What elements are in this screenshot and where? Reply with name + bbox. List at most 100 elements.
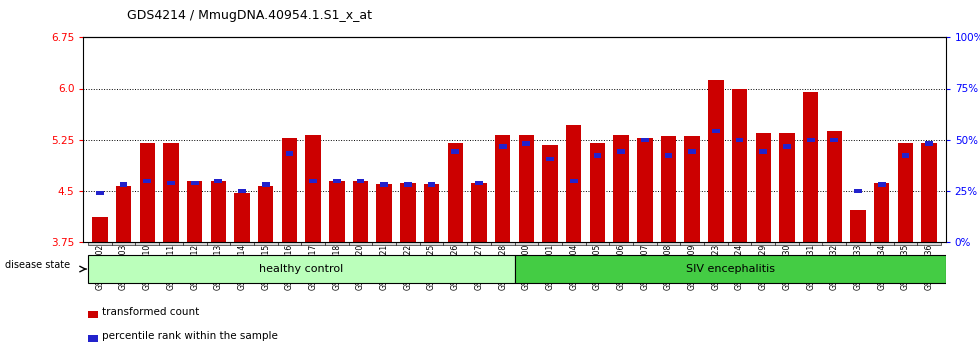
Text: disease state: disease state <box>5 261 70 270</box>
Bar <box>96 191 104 195</box>
Bar <box>680 242 704 245</box>
Bar <box>116 186 131 242</box>
Bar <box>878 182 886 187</box>
Bar <box>380 182 388 187</box>
Bar <box>281 138 297 242</box>
Text: GDS4214 / MmugDNA.40954.1.S1_x_at: GDS4214 / MmugDNA.40954.1.S1_x_at <box>127 9 372 22</box>
Bar <box>684 136 700 242</box>
Bar <box>783 144 791 149</box>
Bar <box>238 189 246 193</box>
Bar <box>353 181 368 242</box>
Bar <box>728 242 752 245</box>
Bar <box>262 182 270 187</box>
Bar <box>234 193 250 242</box>
Bar <box>538 242 562 245</box>
Bar <box>495 135 511 242</box>
Bar <box>164 143 178 242</box>
Bar <box>424 184 439 242</box>
Bar <box>333 179 341 183</box>
Bar <box>664 153 672 158</box>
Bar <box>590 143 605 242</box>
Bar <box>87 335 98 342</box>
Bar <box>827 131 842 242</box>
Bar <box>301 242 325 245</box>
Bar <box>215 179 222 183</box>
Bar <box>846 242 870 245</box>
Bar <box>570 179 577 183</box>
Bar <box>566 125 581 242</box>
Bar <box>807 138 814 142</box>
Bar <box>610 242 633 245</box>
Bar <box>135 242 159 245</box>
Bar <box>310 179 317 183</box>
Bar <box>688 149 696 154</box>
Bar <box>187 181 202 242</box>
Bar <box>400 183 416 242</box>
Bar <box>542 145 558 242</box>
Bar <box>779 133 795 242</box>
Bar <box>732 88 748 242</box>
Bar <box>159 242 183 245</box>
Bar <box>704 242 728 245</box>
Bar <box>562 242 586 245</box>
Bar <box>419 242 443 245</box>
Text: SIV encephalitis: SIV encephalitis <box>686 264 774 274</box>
Bar <box>230 242 254 245</box>
Bar <box>168 181 174 185</box>
Bar <box>183 242 207 245</box>
Bar <box>211 181 226 242</box>
Text: healthy control: healthy control <box>259 264 343 274</box>
Bar <box>396 242 419 245</box>
Bar <box>491 242 514 245</box>
Bar <box>277 242 301 245</box>
Bar <box>637 138 653 242</box>
Bar <box>254 242 277 245</box>
Bar <box>775 242 799 245</box>
Bar <box>874 183 890 242</box>
Bar <box>894 242 917 245</box>
Bar <box>657 242 680 245</box>
Bar <box>870 242 894 245</box>
Bar <box>902 153 909 158</box>
Bar <box>822 242 846 245</box>
Bar <box>917 242 941 245</box>
Bar <box>756 133 771 242</box>
Bar <box>92 217 108 242</box>
Bar <box>709 80 723 242</box>
Bar <box>325 242 349 245</box>
Bar <box>855 189 861 193</box>
Bar <box>499 144 507 149</box>
Bar <box>88 255 515 283</box>
Bar <box>613 135 629 242</box>
Bar <box>518 135 534 242</box>
Bar <box>443 242 467 245</box>
Bar <box>191 181 199 185</box>
Bar <box>452 149 459 154</box>
Bar <box>736 138 744 142</box>
Bar <box>285 151 293 156</box>
Bar <box>633 242 657 245</box>
Bar <box>404 182 412 187</box>
Bar <box>752 242 775 245</box>
Bar <box>851 210 865 242</box>
Bar <box>546 157 554 161</box>
Bar <box>87 312 98 318</box>
Bar <box>376 184 392 242</box>
Bar <box>467 242 491 245</box>
Bar <box>427 182 435 187</box>
Bar <box>799 242 822 245</box>
Bar <box>760 149 767 154</box>
Bar <box>329 181 345 242</box>
Bar <box>586 242 610 245</box>
Bar <box>372 242 396 245</box>
Bar <box>617 149 625 154</box>
Bar <box>258 186 273 242</box>
Bar <box>448 143 463 242</box>
Bar <box>522 141 530 145</box>
Bar <box>139 143 155 242</box>
Bar <box>830 138 838 142</box>
Bar <box>475 181 483 185</box>
Bar <box>594 153 602 158</box>
Text: transformed count: transformed count <box>102 307 200 318</box>
Bar <box>514 255 946 283</box>
